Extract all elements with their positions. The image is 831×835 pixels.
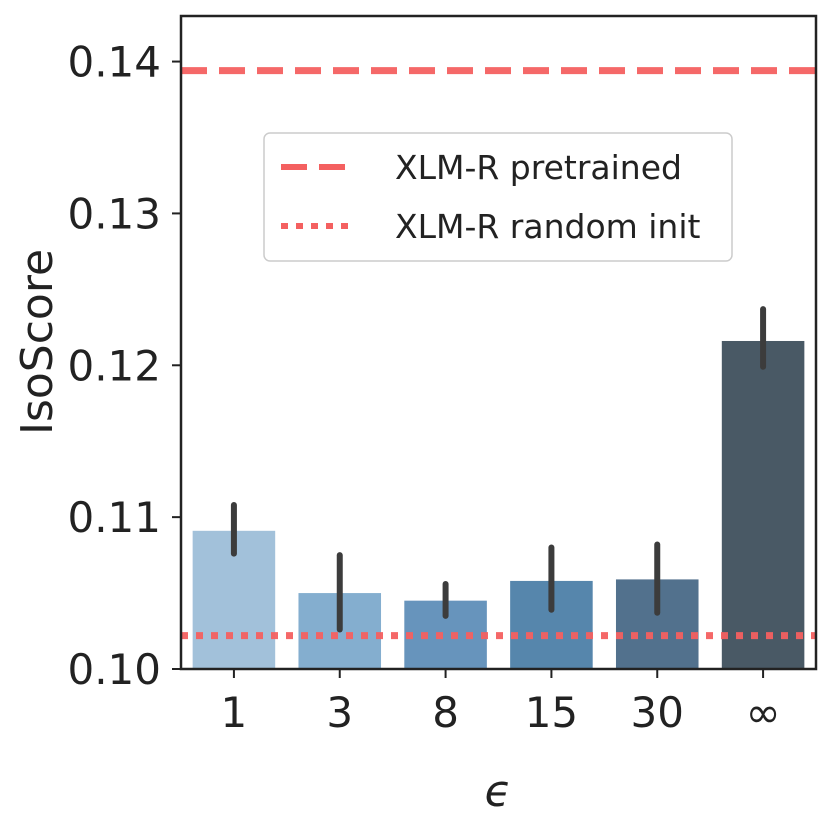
x-tick-label-1: 1 — [221, 688, 248, 737]
legend-label-pretrained: XLM-R pretrained — [395, 148, 682, 187]
y-tick-label-3: 0.13 — [67, 189, 161, 238]
x-ticks-layer: 1 3 8 15 30 ∞ — [221, 669, 781, 737]
x-tick-label-3: 3 — [326, 688, 353, 737]
x-tick-label-15: 15 — [525, 688, 578, 737]
bars-layer — [192, 340, 805, 669]
error-bars-layer — [230, 306, 767, 633]
x-tick-label-30: 30 — [631, 688, 684, 737]
y-tick-label-4: 0.14 — [67, 38, 161, 87]
legend-box — [263, 132, 733, 262]
legend: XLM-R pretrained XLM-R random init — [263, 132, 733, 262]
x-tick-label-∞: ∞ — [746, 688, 781, 737]
x-axis-label: ϵ — [484, 766, 511, 817]
x-tick-label-8: 8 — [432, 688, 459, 737]
y-axis-label: IsoScore — [12, 249, 63, 435]
reference-lines-layer — [181, 67, 816, 640]
y-ticks-layer: 0.10 0.11 0.12 0.13 0.14 — [67, 38, 181, 694]
y-tick-label-1: 0.11 — [67, 493, 161, 542]
y-tick-label-0: 0.10 — [67, 645, 161, 694]
legend-label-random-init: XLM-R random init — [395, 207, 701, 246]
y-tick-label-2: 0.12 — [67, 341, 161, 390]
bar-∞ — [721, 340, 805, 669]
plot-frame — [179, 14, 818, 671]
